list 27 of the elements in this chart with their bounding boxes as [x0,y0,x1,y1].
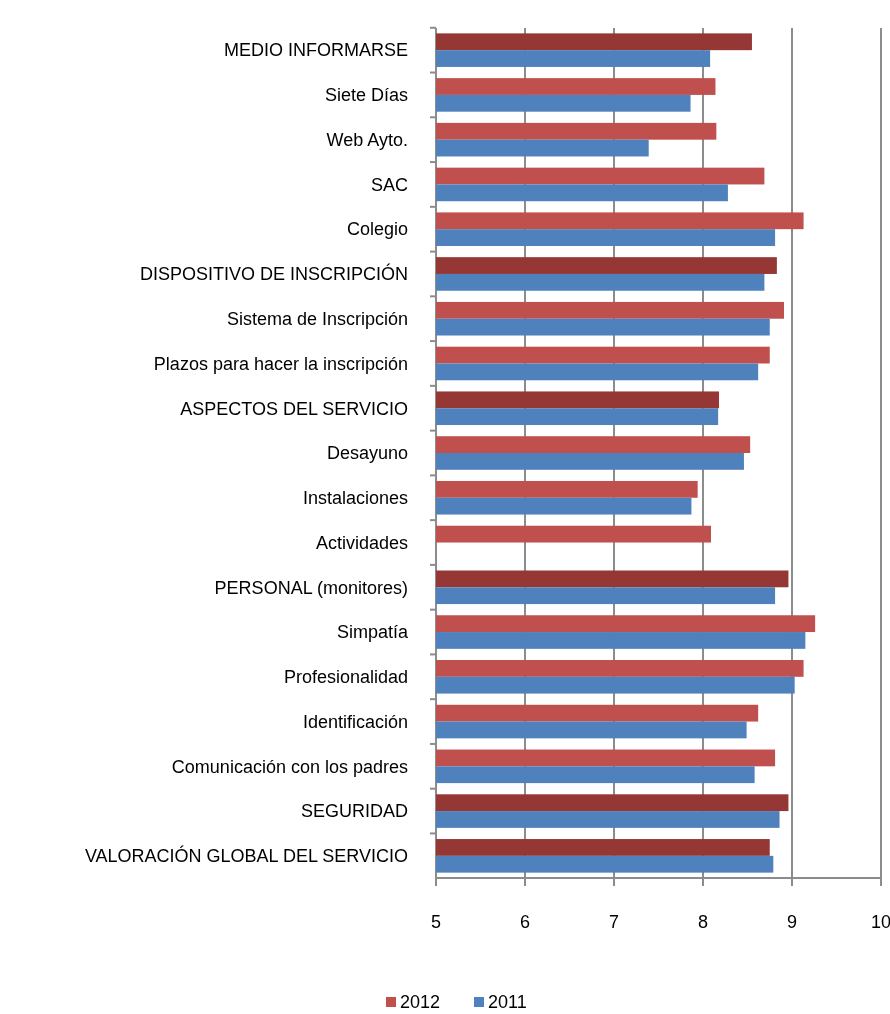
y-tick-label: VALORACIÓN GLOBAL DEL SERVICIO [84,845,408,867]
y-tick-label: Identificación [302,711,408,732]
y-tick-label: Simpatía [336,622,409,643]
x-tick-label: 5 [430,912,442,932]
y-tick-label: ASPECTOS DEL SERVICIO [180,398,408,419]
y-tick-label: Colegio [346,219,408,240]
x-tick-label: 6 [519,912,531,932]
y-tick-label: Instalaciones [302,488,408,509]
y-tick-label: Web Ayto. [326,129,408,150]
x-tick-label: 8 [697,912,709,932]
y-tick-label: DISPOSITIVO DE INSCRIPCIÓN [139,263,408,285]
y-tick-label: Siete Días [324,85,408,106]
y-tick-label: PERSONAL (monitores) [214,577,408,598]
y-tick-label: Comunicación con los padres [171,756,408,777]
y-tick-label: SAC [370,174,408,195]
x-tick-label: 10 [870,912,890,932]
y-tick-label: Actividades [315,532,408,553]
y-tick-label: Sistema de Inscripción [226,309,408,330]
y-tick-label: SEGURIDAD [300,801,408,822]
y-tick-label: Plazos para hacer la inscripción [153,353,408,374]
x-tick-label: 7 [608,912,620,932]
y-tick-label: Desayuno [326,443,408,464]
legend-label: 2012 [400,992,441,1012]
x-tick-label: 9 [786,912,798,932]
y-tick-label: Profesionalidad [283,667,408,688]
y-tick-label: MEDIO INFORMARSE [223,40,408,61]
legend-label: 2011 [488,992,527,1012]
